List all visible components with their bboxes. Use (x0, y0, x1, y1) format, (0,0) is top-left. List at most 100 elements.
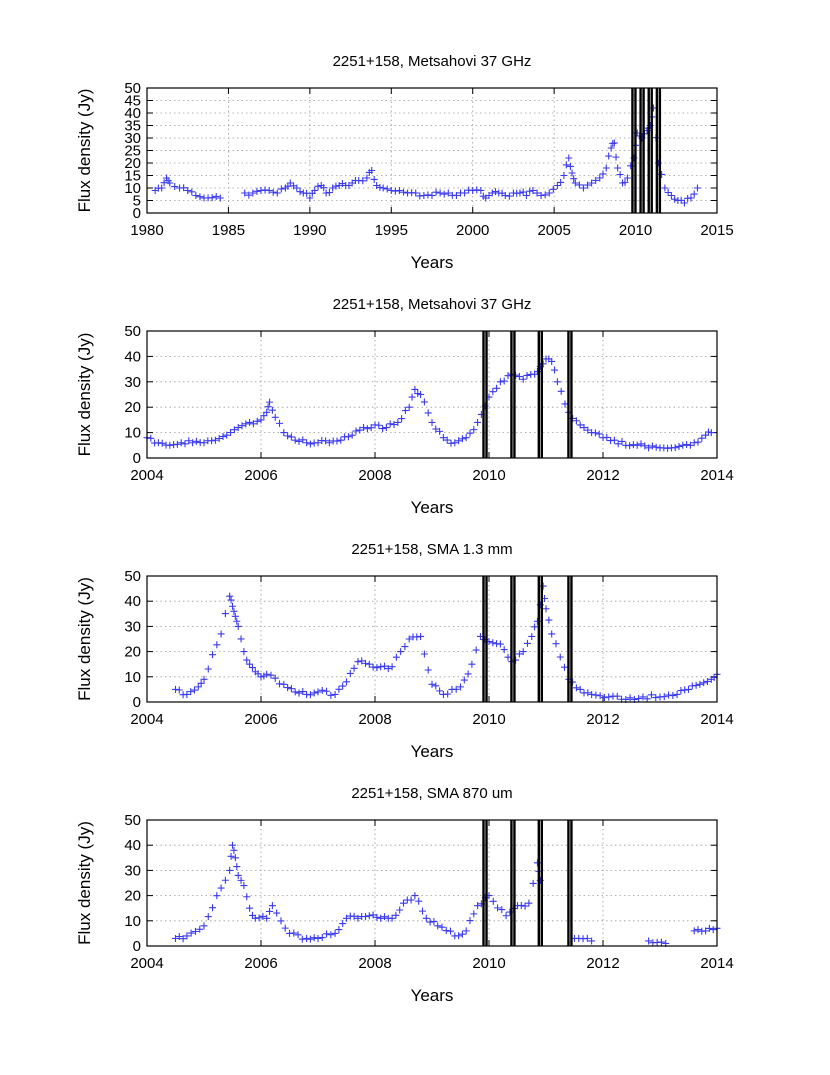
data-point (240, 882, 248, 890)
data-point (306, 935, 314, 943)
data-point (175, 933, 183, 941)
x-tick-label: 2012 (586, 467, 619, 484)
data-point (369, 911, 377, 919)
data-point (633, 441, 641, 449)
data-point (299, 436, 307, 444)
data-point (177, 439, 185, 447)
panel-3: 2251+158, SMA 1.3 mm 0 10 20 30 40 50 2004 2006 2… (75, 541, 734, 761)
data-point (469, 187, 477, 194)
data-point (496, 378, 504, 386)
data-point (635, 694, 643, 702)
y-tick-label: 30 (124, 374, 141, 391)
x-tick-label: 2010 (472, 955, 505, 972)
data-point (679, 441, 687, 449)
data-point (306, 691, 314, 699)
data-point (263, 408, 271, 416)
data-point (303, 439, 311, 447)
data-point (192, 437, 200, 445)
data-point (348, 431, 356, 439)
data-point (230, 607, 238, 615)
data-point (694, 926, 702, 934)
data-point (166, 179, 174, 187)
y-axis-label: Flux density (Jy) (75, 89, 94, 213)
data-point (325, 439, 333, 447)
data-point (553, 378, 561, 386)
data-point (690, 927, 698, 935)
y-tick-label: 40 (124, 593, 141, 610)
data-point (661, 184, 669, 192)
x-axis-label: Years (411, 986, 454, 1005)
data-point (614, 440, 622, 448)
data-point (422, 914, 430, 922)
data-point (280, 429, 288, 437)
data-point (196, 925, 204, 933)
data-point (643, 695, 651, 703)
data-point (457, 683, 464, 691)
data-point (401, 407, 409, 415)
data-point (458, 435, 466, 443)
data-point (240, 648, 248, 656)
data-point (363, 174, 371, 182)
data-point (181, 440, 189, 448)
y-tick-label: 45 (124, 93, 141, 110)
data-point (323, 687, 331, 695)
data-point (339, 920, 347, 928)
panel-2: 2251+158, Metsahovi 37 GHz 0 10 20 30 40 50 200… (75, 296, 734, 517)
data-point (327, 931, 335, 939)
y-tick-label: 5 (133, 193, 141, 210)
data-point (343, 914, 350, 922)
data-point (533, 189, 541, 197)
data-point (515, 373, 523, 381)
data-point (432, 682, 440, 690)
data-point (158, 184, 166, 192)
data-point (196, 193, 204, 201)
data-point (551, 366, 559, 374)
data-point (215, 435, 223, 443)
data-point (213, 641, 221, 649)
data-point (318, 934, 326, 942)
data-point (350, 664, 358, 672)
data-point (419, 907, 426, 915)
data-point (553, 182, 561, 189)
chart-title: 2251+158, Metsahovi 37 GHz (333, 53, 532, 70)
data-point (291, 436, 299, 444)
data-point (462, 927, 470, 935)
data-point (221, 876, 229, 884)
data-point (335, 926, 343, 934)
data-series (151, 104, 701, 207)
data-point (223, 431, 231, 439)
y-tick-label: 10 (124, 913, 141, 930)
data-point (204, 913, 212, 921)
data-point (690, 439, 698, 447)
data-point (277, 185, 285, 193)
data-point (287, 685, 295, 693)
data-point (184, 187, 192, 194)
data-point (306, 194, 314, 202)
data-point (549, 185, 557, 193)
data-point (183, 932, 191, 940)
data-point (208, 194, 216, 202)
data-point (191, 686, 198, 694)
data-point (293, 184, 301, 192)
data-point (343, 678, 350, 686)
data-point (537, 192, 545, 199)
y-axis-label: Flux density (Jy) (75, 333, 94, 457)
x-tick-label: 2004 (130, 955, 163, 972)
data-point (358, 657, 366, 665)
data-point (439, 434, 447, 442)
data-point (458, 930, 466, 938)
data-point (386, 420, 394, 428)
data-point (401, 643, 409, 651)
data-point (213, 892, 221, 900)
data-point (685, 685, 692, 693)
data-point (466, 917, 474, 925)
data-point (417, 632, 425, 640)
data-point (243, 656, 251, 664)
x-tick-label: 2006 (244, 955, 277, 972)
data-point (325, 189, 333, 197)
data-point (227, 596, 235, 604)
data-point (204, 665, 212, 673)
data-point (284, 432, 292, 440)
y-tick-label: 40 (124, 837, 141, 854)
panel-4: 2251+158, SMA 870 um 0 10 20 30 40 50 2004 2006 2… (75, 785, 734, 1005)
